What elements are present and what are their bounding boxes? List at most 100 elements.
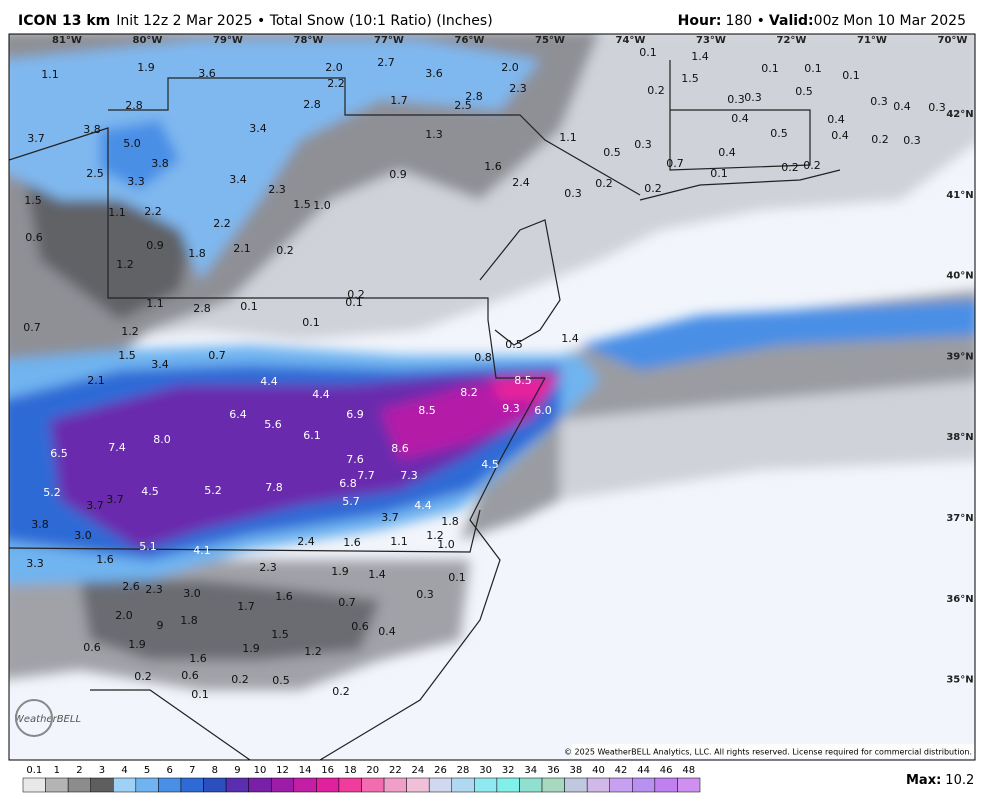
snow-label: 4.4 — [414, 499, 432, 512]
snow-label: 0.5 — [272, 674, 290, 687]
valid-label: Valid: — [769, 13, 814, 29]
snow-label: 4.5 — [141, 485, 159, 498]
scale-swatch — [496, 777, 520, 793]
scale-swatch — [586, 777, 610, 793]
snow-label: 0.1 — [710, 167, 728, 180]
snow-label: 1.9 — [137, 61, 155, 74]
snow-label: 0.9 — [146, 239, 164, 252]
scale-label: 40 — [592, 765, 605, 776]
snow-label: 4.4 — [312, 388, 330, 401]
snow-label: 0.4 — [831, 129, 849, 142]
snow-label: 0.4 — [378, 625, 396, 638]
snow-label: 2.2 — [144, 205, 162, 218]
longitude-label: 79°W — [213, 35, 243, 46]
snow-label: 3.0 — [183, 587, 201, 600]
max-value: 10.2 — [945, 773, 974, 788]
scale-label: 44 — [637, 765, 650, 776]
field — [580, 300, 975, 370]
coast — [319, 377, 546, 760]
snow-label: 1.1 — [146, 297, 164, 310]
snow-label: 1.9 — [242, 642, 260, 655]
latitude-label: 36°N — [946, 594, 973, 605]
snow-label: 2.6 — [122, 580, 140, 593]
snow-label: 3.3 — [26, 557, 44, 570]
copyright: © 2025 WeatherBELL Analytics, LLC. All r… — [564, 748, 972, 757]
scale-swatch — [225, 777, 249, 793]
scale-swatch — [428, 777, 453, 793]
snow-label: 4.4 — [260, 375, 278, 388]
latitude-label: 42°N — [946, 109, 973, 120]
snow-label: 0.1 — [345, 296, 363, 309]
snow-label: 2.2 — [213, 217, 231, 230]
longitude-label: 75°W — [535, 35, 565, 46]
snow-label: 0.1 — [240, 300, 258, 313]
scale-label: 28 — [457, 765, 470, 776]
snow-label: 1.1 — [108, 206, 126, 219]
snow-label: 1.5 — [681, 72, 699, 85]
scale-label: 20 — [366, 765, 379, 776]
snow-label: 0.4 — [718, 146, 736, 159]
scale-label: 26 — [434, 765, 447, 776]
scale-label: 22 — [389, 765, 402, 776]
snow-label: 3.8 — [31, 518, 49, 531]
snow-label: 1.0 — [437, 538, 455, 551]
snow-label: 1.8 — [180, 614, 198, 627]
snow-label: 2.8 — [193, 302, 211, 315]
scale-label: 32 — [502, 765, 515, 776]
snow-label: 8.0 — [153, 433, 171, 446]
header-right: Hour: 180 • Valid:00z Mon 10 Mar 2025 — [678, 13, 966, 29]
scale-swatch — [67, 777, 91, 793]
snow-label: 0.5 — [795, 85, 813, 98]
scale-swatch — [519, 777, 543, 793]
snow-label: 4.5 — [481, 458, 499, 471]
longitude-label: 78°W — [294, 35, 324, 46]
snow-label: 9 — [157, 619, 164, 632]
snow-label: 7.6 — [346, 453, 364, 466]
snow-label: 0.8 — [474, 351, 492, 364]
scale-swatch — [609, 777, 633, 793]
scale-swatch — [677, 777, 701, 793]
longitude-label: 71°W — [857, 35, 887, 46]
scale-label: 4 — [121, 765, 127, 776]
snow-label: 1.9 — [331, 565, 349, 578]
snow-label: 0.4 — [731, 112, 749, 125]
snow-label: 2.4 — [297, 535, 315, 548]
snow-label: 1.5 — [24, 194, 42, 207]
snow-label: 0.3 — [416, 588, 434, 601]
snow-label: 0.7 — [23, 321, 41, 334]
scale-label: 12 — [276, 765, 289, 776]
scale-swatch — [158, 777, 182, 793]
longitude-label: 81°W — [52, 35, 82, 46]
snow-label: 2.0 — [501, 61, 519, 74]
snow-label: 1.6 — [484, 160, 502, 173]
snow-label: 0.3 — [744, 91, 762, 104]
snow-label: 3.4 — [229, 173, 247, 186]
scale-swatch — [180, 777, 204, 793]
state-border — [9, 127, 545, 379]
snow-label: 4.1 — [193, 544, 211, 557]
snow-label: 0.3 — [870, 95, 888, 108]
snow-label: 2.8 — [125, 99, 143, 112]
snow-label: 1.5 — [271, 628, 289, 641]
snow-label: 1.2 — [304, 645, 322, 658]
snow-label: 5.7 — [342, 495, 360, 508]
snow-label: 0.1 — [639, 46, 657, 59]
scale-swatch — [632, 777, 656, 793]
snow-label: 0.4 — [893, 100, 911, 113]
snow-label: 1.6 — [189, 652, 207, 665]
scale-label: 6 — [166, 765, 172, 776]
snow-label: 1.5 — [293, 198, 311, 211]
snow-label: 8.5 — [514, 374, 532, 387]
snow-label: 3.8 — [83, 123, 101, 136]
snow-label: 1.7 — [237, 600, 255, 613]
snow-label: 6.0 — [534, 404, 552, 417]
longitude-label: 76°W — [455, 35, 485, 46]
snow-label: 1.4 — [691, 50, 709, 63]
snow-label: 2.3 — [509, 82, 527, 95]
scale-swatch — [361, 777, 385, 793]
coast — [479, 219, 561, 346]
scale-swatch — [270, 777, 295, 793]
snow-label: 0.1 — [804, 62, 822, 75]
latitude-label: 37°N — [946, 513, 973, 524]
snow-label: 0.5 — [603, 146, 621, 159]
